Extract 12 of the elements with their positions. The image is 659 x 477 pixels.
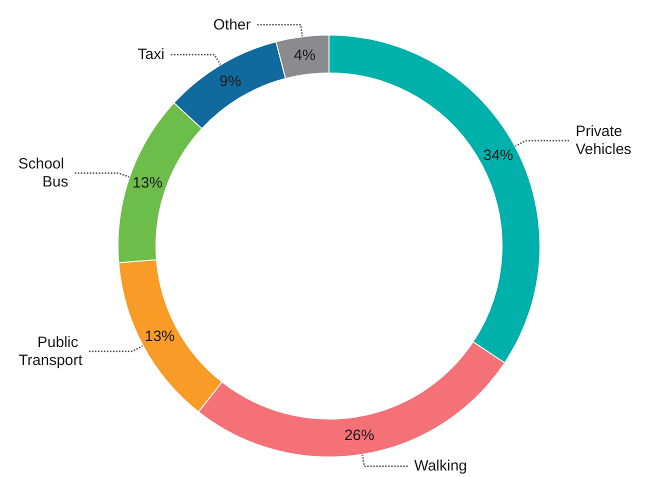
slice-label: Public Transport: [18, 334, 84, 369]
data-label: 9%: [220, 72, 242, 90]
slice-label: Private Vehicles: [576, 123, 632, 158]
data-label: 13%: [144, 328, 175, 346]
data-label: 34%: [483, 146, 514, 164]
slice-label: School Bus: [18, 156, 68, 191]
slice-label: Taxi: [138, 46, 164, 64]
slice-label: Walking: [414, 458, 468, 475]
data-label: 4%: [294, 47, 316, 64]
data-label: 13%: [132, 174, 163, 192]
data-label: 26%: [344, 427, 374, 444]
slice-label: Other: [213, 16, 251, 34]
